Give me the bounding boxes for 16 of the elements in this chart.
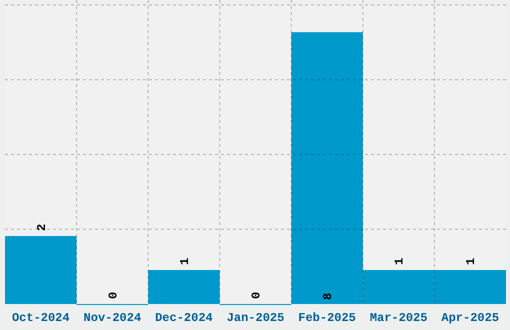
data-label: 1 [178, 258, 192, 266]
x-tick-label: Feb-2025 [298, 311, 356, 325]
x-tick-label: Apr-2025 [441, 311, 500, 325]
data-label: 8 [321, 292, 336, 300]
data-label: 0 [106, 292, 120, 299]
x-tick-label: Dec-2024 [155, 311, 213, 325]
x-tick-label: Nov-2024 [84, 311, 142, 325]
bar [5, 236, 77, 304]
data-label: 1 [392, 258, 407, 266]
x-tick-label: Oct-2024 [12, 311, 70, 325]
x-tick-label: Jan-2025 [226, 311, 284, 325]
data-label: 2 [34, 224, 49, 232]
x-tick-label: Mar-2025 [370, 311, 428, 325]
bar [148, 270, 220, 304]
data-label: 0 [250, 292, 264, 299]
data-label: 1 [464, 258, 478, 266]
